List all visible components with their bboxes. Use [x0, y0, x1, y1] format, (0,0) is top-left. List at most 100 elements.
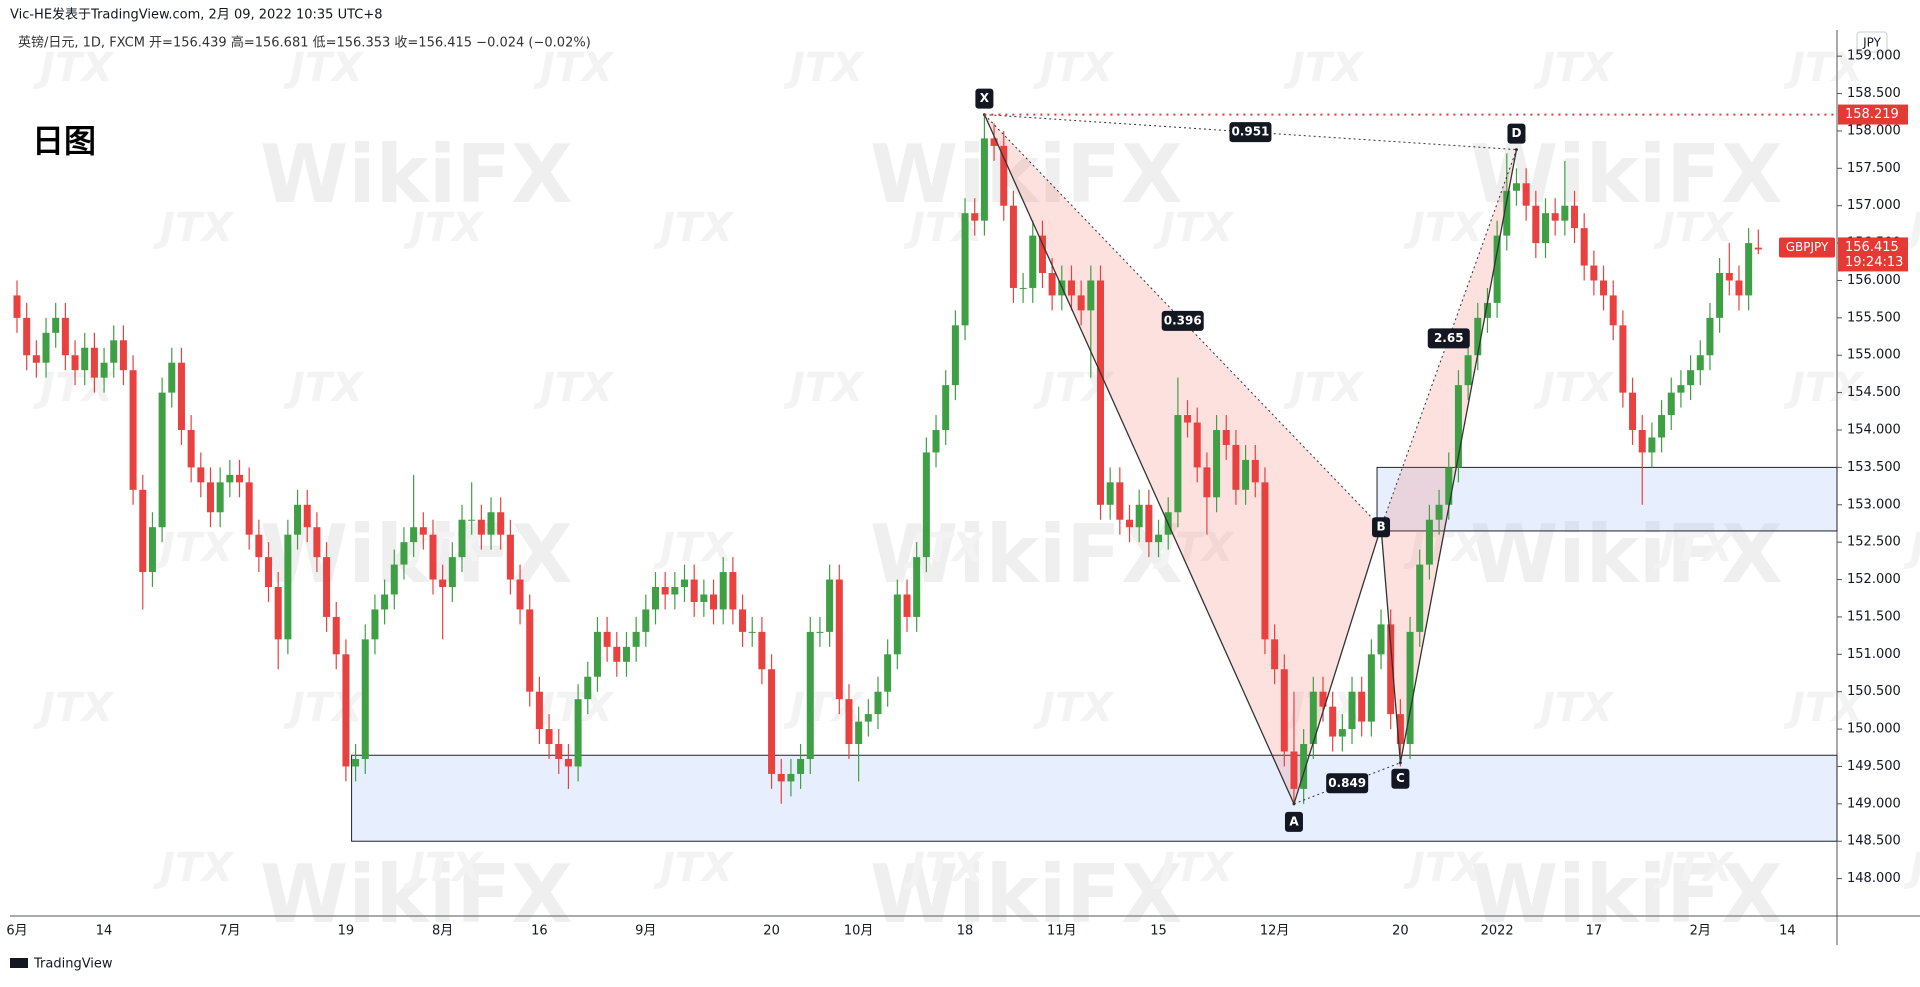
candle-body: [845, 699, 853, 745]
candle-body: [719, 572, 727, 610]
watermark: WikiFX: [260, 128, 573, 221]
candle-body: [1745, 243, 1753, 296]
y-tick-label: 148.500: [1847, 834, 1901, 849]
candle-body: [1271, 639, 1279, 670]
candle-body: [187, 430, 195, 468]
watermark: JTX: [153, 845, 235, 891]
watermark: JTX: [903, 205, 985, 251]
ratio-label: 0.849: [1328, 776, 1366, 790]
watermark: JTX: [33, 685, 115, 731]
candle-body: [797, 758, 805, 774]
candle-body: [497, 512, 505, 535]
candle-body: [429, 534, 437, 580]
candle-body: [1096, 280, 1104, 505]
candle-body: [129, 370, 137, 490]
candle-body: [226, 474, 234, 483]
ratio-label-bg: [1161, 310, 1204, 331]
pattern-leg: [1399, 149, 1518, 763]
watermark: JTX: [1033, 45, 1115, 91]
x-tick-label: 11月: [1047, 924, 1077, 939]
y-tick-label: 151.000: [1847, 647, 1901, 662]
y-tick-label: 153.500: [1847, 460, 1901, 475]
candle-body: [1580, 228, 1588, 266]
candle-body: [81, 347, 89, 371]
currency-box[interactable]: [1856, 31, 1888, 53]
candle-body: [1038, 235, 1046, 273]
watermark: JTX: [653, 845, 735, 891]
candle-body: [1000, 145, 1008, 206]
watermark: JTX: [783, 365, 865, 411]
candle-body: [1367, 654, 1375, 722]
y-tick-label: 155.000: [1847, 348, 1901, 363]
candle-body: [1464, 355, 1472, 386]
candle-body: [990, 138, 998, 146]
y-tick-label: 159.000: [1847, 49, 1901, 64]
candle-body: [139, 489, 147, 573]
ratio-label-bg: [1427, 328, 1470, 349]
candle-body: [32, 355, 40, 363]
y-tick-label: 151.500: [1847, 609, 1901, 624]
candle-body: [1696, 355, 1704, 371]
candle-body: [535, 691, 543, 730]
point-label: D: [1511, 126, 1521, 140]
candle-body: [90, 347, 98, 378]
candle-body: [874, 691, 882, 715]
watermark: JTX: [403, 845, 485, 891]
candle-body: [1600, 280, 1608, 296]
watermark: JTX: [1783, 365, 1865, 411]
x-tick-label: 14: [1779, 924, 1796, 939]
y-tick-label: 157.500: [1847, 161, 1901, 176]
candle-body: [545, 729, 553, 745]
currency[interactable]: JPY: [1862, 36, 1882, 50]
watermark: JTX: [533, 45, 615, 91]
candle-body: [593, 631, 601, 677]
y-tick-label: 157.000: [1847, 198, 1901, 213]
candle-body: [236, 474, 244, 483]
watermark: WikiFX: [870, 848, 1183, 941]
watermark: WikiFX: [870, 128, 1183, 221]
pattern-ratio-line: [1293, 762, 1401, 805]
watermark: JTX: [1783, 685, 1865, 731]
watermark: JTX: [653, 525, 735, 571]
candle-body: [274, 587, 282, 640]
watermark: JTX: [1403, 845, 1485, 891]
candle-body: [1667, 392, 1675, 416]
candle-body: [1396, 714, 1404, 745]
candle-body: [622, 646, 630, 662]
level-label-bg: [1838, 104, 1908, 125]
candle-body: [1174, 415, 1182, 513]
price-label-bg: [1838, 237, 1908, 272]
candle-body: [255, 534, 263, 558]
candle-body: [739, 609, 747, 632]
candle-body: [1222, 430, 1230, 445]
candle-body: [1116, 482, 1124, 520]
candle-body: [932, 430, 940, 453]
candle-body: [119, 340, 127, 371]
candle-body: [1261, 482, 1269, 640]
y-tick-label: 149.500: [1847, 759, 1901, 774]
candle-body: [1725, 272, 1733, 281]
candle-body: [177, 362, 185, 431]
point-label: B: [1376, 520, 1385, 534]
watermark: JTX: [1653, 845, 1735, 891]
candle-body: [1193, 422, 1201, 468]
pattern-leg: [1293, 527, 1382, 805]
candle-body: [197, 467, 205, 483]
candle-body: [52, 317, 60, 333]
candle-body: [1087, 280, 1095, 311]
x-tick-label: 18: [957, 924, 974, 939]
candle-body: [555, 744, 563, 759]
watermark: JTX: [653, 205, 735, 251]
candle-body: [1541, 213, 1549, 244]
candle-body: [1522, 183, 1530, 206]
candle-body: [1445, 467, 1453, 505]
candle-body: [1483, 302, 1491, 318]
candle-body: [61, 317, 69, 356]
watermark: JTX: [1283, 365, 1365, 411]
candle-body: [1512, 183, 1520, 191]
level-label: 158.219: [1845, 107, 1899, 122]
watermark: JTX: [153, 205, 235, 251]
candle-body: [448, 557, 456, 588]
watermark: JTX: [1533, 45, 1615, 91]
candle-body: [816, 631, 824, 633]
